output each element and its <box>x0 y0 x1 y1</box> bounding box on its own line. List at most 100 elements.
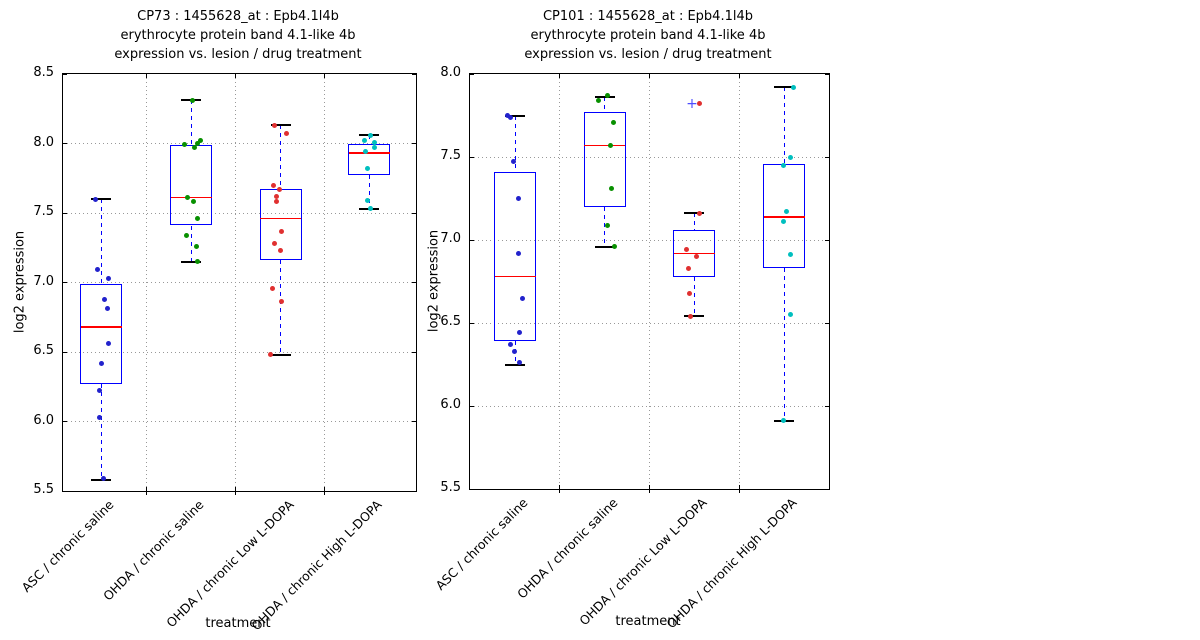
data-point <box>105 275 111 281</box>
data-point <box>189 97 195 103</box>
data-point <box>515 250 521 256</box>
x-tick-top <box>235 74 237 78</box>
whisker-cap-lower <box>270 353 291 356</box>
gridline-horizontal <box>470 156 827 158</box>
whisker-cap-lower <box>505 363 525 366</box>
y-tick-label: 5.5 <box>440 480 461 495</box>
gridline-vertical <box>559 74 561 487</box>
plot-title-line: CP73 : 1455628_at : Epb4.1l4b <box>137 9 339 24</box>
data-point <box>364 166 370 172</box>
whisker-lower <box>368 175 370 209</box>
whisker-upper <box>693 213 695 231</box>
gridline-horizontal <box>470 322 827 324</box>
data-point <box>278 248 283 254</box>
data-point <box>272 241 277 247</box>
data-point <box>611 119 616 125</box>
whisker-upper <box>783 87 785 164</box>
data-point <box>371 145 377 151</box>
data-point <box>183 232 189 238</box>
gridline-horizontal <box>63 282 414 283</box>
data-point <box>609 186 614 192</box>
y-tick-left <box>63 73 67 75</box>
data-point <box>105 341 111 347</box>
whisker-cap-lower <box>684 315 704 318</box>
data-point <box>519 295 525 301</box>
x-axis-label: treatment <box>205 616 271 631</box>
data-point <box>511 348 517 354</box>
outlier-marker: + <box>686 95 698 112</box>
box <box>348 143 390 176</box>
plot-title-line: CP101 : 1455628_at : Epb4.1l4b <box>542 9 753 24</box>
median-line <box>260 217 301 220</box>
y-tick-label: 8.0 <box>33 134 54 150</box>
data-point <box>92 196 98 202</box>
box <box>583 112 626 207</box>
gridline-vertical <box>235 74 237 489</box>
data-point <box>367 206 373 212</box>
whisker-lower <box>783 268 785 421</box>
data-point <box>516 360 522 366</box>
median-line <box>584 144 625 147</box>
whisker-cap-lower <box>594 245 615 248</box>
y-tick-left <box>63 351 67 353</box>
y-tick-label: 8.0 <box>440 65 461 80</box>
y-tick-label: 6.5 <box>33 343 54 358</box>
data-point <box>605 222 610 228</box>
y-tick-left <box>63 282 67 283</box>
plot-title: CP73 : 1455628_at : Epb4.1l4b erythrocyte… <box>8 7 468 64</box>
median-line <box>80 326 122 328</box>
data-point <box>96 414 102 420</box>
y-tick-left <box>470 405 474 407</box>
y-tick-left <box>470 156 474 158</box>
data-point <box>685 265 691 271</box>
data-point <box>279 299 284 305</box>
y-tick-label: 7.5 <box>440 148 461 163</box>
data-point <box>696 210 702 216</box>
y-tick-right <box>412 490 416 492</box>
y-tick-right <box>825 239 829 241</box>
median-line <box>763 216 805 218</box>
y-tick-left <box>63 421 67 422</box>
data-point <box>515 196 521 201</box>
data-point <box>193 243 199 249</box>
median-line <box>170 196 212 199</box>
x-tick-label: ASC / chronic saline <box>18 497 117 596</box>
y-tick-label: 8.5 <box>33 65 54 80</box>
data-point <box>268 352 273 358</box>
data-point <box>787 154 793 160</box>
whisker-lower <box>100 383 102 480</box>
data-point <box>194 141 200 146</box>
x-tick-bottom <box>324 487 326 495</box>
y-tick-left <box>470 239 474 241</box>
data-point <box>507 342 513 348</box>
y-tick-label: 7.5 <box>33 204 54 219</box>
y-tick-right <box>825 488 829 490</box>
y-tick-right <box>825 322 829 324</box>
data-point <box>194 259 200 265</box>
data-point <box>96 388 102 394</box>
data-point <box>361 138 367 144</box>
plot-title-line: expression vs. lesion / drug treatment <box>524 47 772 62</box>
y-tick-right <box>412 351 416 353</box>
y-tick-right <box>825 156 829 158</box>
y-tick-label: 6.5 <box>440 314 461 329</box>
y-tick-label: 6.0 <box>440 397 461 412</box>
whisker-upper <box>604 97 605 113</box>
y-tick-left <box>63 143 67 144</box>
y-tick-label: 6.0 <box>33 412 54 428</box>
y-tick-right <box>412 212 416 214</box>
gridline-horizontal <box>470 405 827 407</box>
x-tick-top <box>738 74 740 78</box>
data-point <box>683 247 689 253</box>
data-point <box>94 267 100 273</box>
whisker-lower <box>693 276 695 317</box>
data-point <box>504 113 510 118</box>
whisker-lower <box>280 260 281 355</box>
x-tick-bottom <box>738 485 740 493</box>
median-line <box>494 275 536 278</box>
box <box>80 283 122 384</box>
data-point <box>98 360 104 366</box>
data-point <box>181 142 187 148</box>
y-tick-left <box>63 212 67 214</box>
x-tick-top <box>559 74 561 78</box>
